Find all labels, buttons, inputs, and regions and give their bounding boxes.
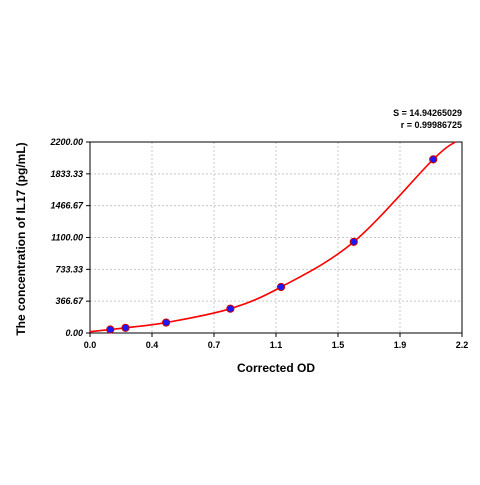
x-tick-label: 0.0 <box>84 340 97 350</box>
y-tick-label: 733.33 <box>55 264 83 274</box>
x-axis-title: Corrected OD <box>237 361 315 375</box>
y-tick-labels: 0.00 366.67 733.33 1100.00 1466.67 1833.33 220… <box>49 137 84 338</box>
fit-curve-layer <box>89 141 456 333</box>
x-tick-label: 0.7 <box>208 340 221 350</box>
fit-stat-r: r = 0.99986725 <box>401 120 462 130</box>
y-tick-label: 1100.00 <box>51 233 83 243</box>
x-tick-label: 0.4 <box>146 340 159 350</box>
data-point <box>161 318 171 327</box>
x-tick-label: 2.2 <box>456 340 469 350</box>
axes-layer <box>86 141 463 337</box>
grid-layer <box>90 142 462 333</box>
data-point <box>349 237 358 246</box>
y-tick-label: 366.67 <box>55 296 84 306</box>
fit-stat-s: S = 14.94265029 <box>393 108 462 118</box>
data-points-layer <box>106 155 438 334</box>
y-axis-title: The concentration of IL17 (pg/mL) <box>14 142 28 335</box>
fit-curve <box>89 141 456 333</box>
data-point <box>121 323 130 332</box>
y-tick-label: 1833.33 <box>50 169 83 179</box>
y-tick-label: 2200.00 <box>49 137 83 147</box>
x-tick-label: 1.9 <box>394 340 407 350</box>
y-tick-label: 1466.67 <box>50 201 84 211</box>
x-tick-label: 1.5 <box>332 340 345 350</box>
data-point <box>276 282 286 292</box>
x-tick-labels: 0.0 0.4 0.7 1.1 1.5 1.9 2.2 <box>84 340 469 350</box>
x-tick-label: 1.1 <box>270 340 283 350</box>
data-point <box>429 155 438 164</box>
data-point <box>226 304 235 313</box>
data-point <box>106 325 115 334</box>
y-tick-label: 0.00 <box>65 328 83 338</box>
